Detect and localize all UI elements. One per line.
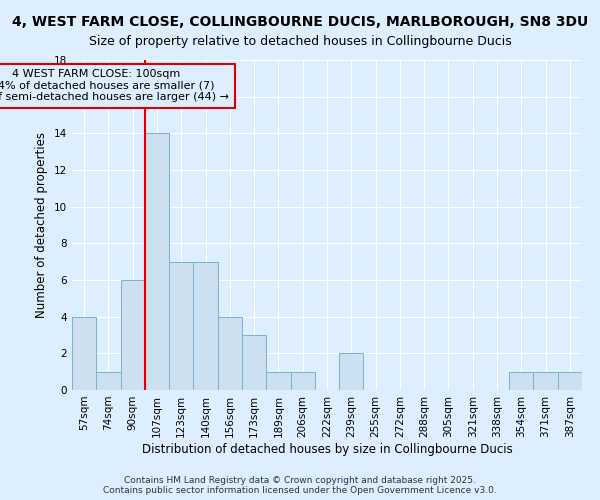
Bar	[121, 280, 145, 390]
Bar	[266, 372, 290, 390]
Bar	[533, 372, 558, 390]
Bar	[72, 316, 96, 390]
Bar	[558, 372, 582, 390]
Bar	[145, 134, 169, 390]
X-axis label: Distribution of detached houses by size in Collingbourne Ducis: Distribution of detached houses by size …	[142, 442, 512, 456]
Text: 4, WEST FARM CLOSE, COLLINGBOURNE DUCIS, MARLBOROUGH, SN8 3DU: 4, WEST FARM CLOSE, COLLINGBOURNE DUCIS,…	[12, 15, 588, 29]
Bar	[242, 335, 266, 390]
Text: 4 WEST FARM CLOSE: 100sqm
← 14% of detached houses are smaller (7)
86% of semi-d: 4 WEST FARM CLOSE: 100sqm ← 14% of detac…	[0, 69, 229, 102]
Y-axis label: Number of detached properties: Number of detached properties	[35, 132, 49, 318]
Bar	[169, 262, 193, 390]
Bar	[290, 372, 315, 390]
Text: Size of property relative to detached houses in Collingbourne Ducis: Size of property relative to detached ho…	[89, 35, 511, 48]
Bar	[339, 354, 364, 390]
Bar	[96, 372, 121, 390]
Bar	[193, 262, 218, 390]
Text: Contains HM Land Registry data © Crown copyright and database right 2025.
Contai: Contains HM Land Registry data © Crown c…	[103, 476, 497, 495]
Bar	[509, 372, 533, 390]
Bar	[218, 316, 242, 390]
